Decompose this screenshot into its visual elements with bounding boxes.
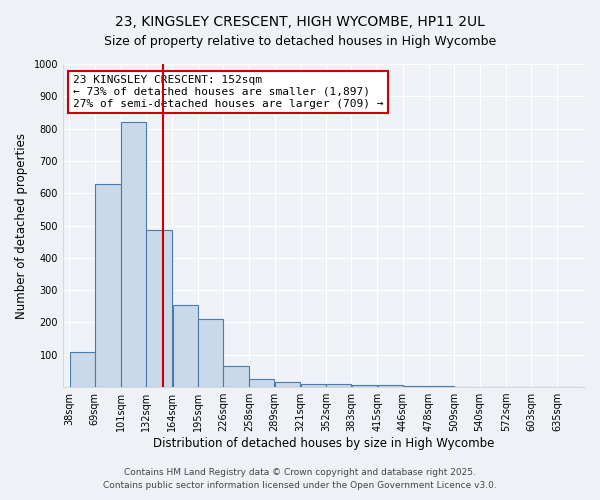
Bar — [429, 386, 454, 387]
Bar — [326, 384, 351, 387]
Bar — [352, 386, 377, 387]
Bar — [301, 384, 326, 387]
Text: 23, KINGSLEY CRESCENT, HIGH WYCOMBE, HP11 2UL: 23, KINGSLEY CRESCENT, HIGH WYCOMBE, HP1… — [115, 15, 485, 29]
Text: 23 KINGSLEY CRESCENT: 152sqm
← 73% of detached houses are smaller (1,897)
27% of: 23 KINGSLEY CRESCENT: 152sqm ← 73% of de… — [73, 76, 383, 108]
Bar — [198, 319, 223, 387]
Bar — [146, 230, 172, 387]
Bar — [95, 184, 121, 387]
Bar — [250, 379, 274, 387]
Bar — [377, 386, 403, 387]
Bar — [403, 386, 429, 387]
Bar — [275, 382, 301, 387]
Text: Size of property relative to detached houses in High Wycombe: Size of property relative to detached ho… — [104, 35, 496, 48]
Bar — [223, 366, 249, 387]
X-axis label: Distribution of detached houses by size in High Wycombe: Distribution of detached houses by size … — [153, 437, 494, 450]
Y-axis label: Number of detached properties: Number of detached properties — [15, 132, 28, 318]
Bar — [70, 352, 95, 387]
Text: Contains HM Land Registry data © Crown copyright and database right 2025.
Contai: Contains HM Land Registry data © Crown c… — [103, 468, 497, 490]
Bar — [173, 304, 197, 387]
Bar — [121, 122, 146, 387]
